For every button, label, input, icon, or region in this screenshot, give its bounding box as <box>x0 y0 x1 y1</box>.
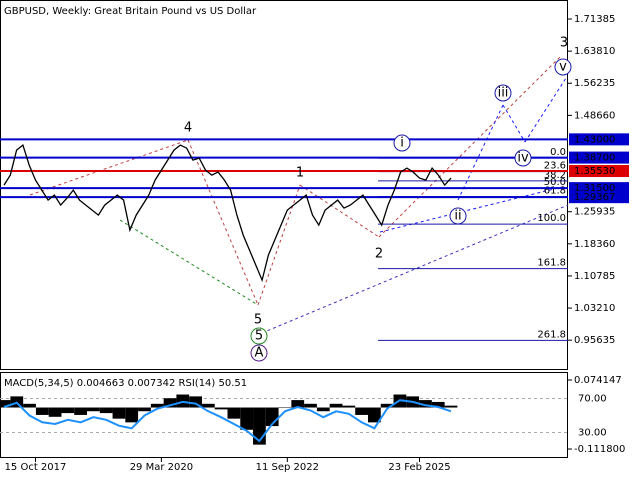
wave-label: 5 <box>254 313 262 328</box>
level-box <box>569 182 629 195</box>
fib-label: 100.0 <box>537 213 566 224</box>
wave-circle <box>554 58 572 76</box>
macd-bar <box>278 407 292 409</box>
wave-label: 2 <box>375 247 383 262</box>
macd-bar <box>316 407 330 412</box>
y-tick-label: 1.03210 <box>574 303 615 314</box>
macd-bar <box>227 407 241 419</box>
y-tick-label: 1.18360 <box>574 239 615 250</box>
macd-bar <box>201 403 215 408</box>
level-box <box>569 165 629 178</box>
wave-circle <box>250 327 268 345</box>
level-label: 1.38700 <box>574 153 615 164</box>
fib-label: 161.8 <box>537 258 566 269</box>
wave-line <box>502 104 526 143</box>
wave-label: 1 <box>296 166 304 181</box>
macd-bar <box>431 401 445 408</box>
macd-bar <box>125 407 139 423</box>
indicator-title: MACD(5,34,5) 0.004663 0.007342 RSI(14) 5… <box>4 378 247 389</box>
wave-line <box>378 54 563 238</box>
wave-line <box>299 184 380 238</box>
macd-bar <box>444 405 458 408</box>
fib-label: 23.6 <box>544 161 566 172</box>
macd-bar <box>112 407 126 419</box>
wave-label: A <box>255 346 264 361</box>
macd-bar <box>355 407 368 415</box>
wave-circle <box>514 149 532 167</box>
wave-label: ii <box>454 209 461 224</box>
price-line <box>3 144 452 283</box>
wave-circle <box>393 134 411 152</box>
macd-bar <box>61 407 75 414</box>
wave-label: 3 <box>560 36 568 51</box>
macd-bar <box>380 403 394 408</box>
macd-bar <box>253 407 266 445</box>
wave-label: iii <box>498 86 509 101</box>
y2-tick-label: 30.00 <box>578 428 607 439</box>
fib-label: 38.2 <box>544 170 566 181</box>
macd-bar <box>138 407 151 412</box>
macd-bar <box>35 407 49 415</box>
level-box <box>569 191 629 204</box>
wave-label: v <box>559 60 567 75</box>
macd-bar <box>329 403 343 408</box>
wave-circle <box>449 207 467 225</box>
macd-bar <box>291 400 305 408</box>
x-tick-label: 11 Sep 2022 <box>256 462 319 473</box>
fib-label: 261.8 <box>537 329 566 340</box>
y-tick-label: -0.111800 <box>574 444 625 455</box>
macd-bar <box>304 403 317 408</box>
wave-line <box>524 77 567 143</box>
rsi-line <box>3 399 452 443</box>
macd-bar <box>150 403 164 408</box>
wave-label: i <box>400 136 404 151</box>
macd-bar <box>189 396 202 408</box>
macd-bar <box>23 403 36 408</box>
macd-bar <box>99 407 113 414</box>
indicator-panel <box>0 372 568 458</box>
wave-line <box>29 139 189 196</box>
wave-circle <box>250 344 268 362</box>
main-panel <box>0 0 568 370</box>
fib-label: 0.0 <box>550 147 566 158</box>
x-tick-label: 29 Mar 2020 <box>130 462 193 473</box>
x-tick-label: 15 Oct 2017 <box>5 462 67 473</box>
y2-tick-label: 70.00 <box>578 394 607 405</box>
wave-label: 5 <box>255 329 263 344</box>
macd-bar <box>419 400 432 408</box>
macd-bar <box>214 407 228 410</box>
macd-bar <box>0 400 11 408</box>
wave-label: 4 <box>184 121 192 136</box>
y-tick-label: 1.63810 <box>574 46 615 57</box>
x-tick-label: 23 Feb 2025 <box>388 462 450 473</box>
level-label: 1.29367 <box>574 192 615 203</box>
wave-circle <box>494 84 512 102</box>
macd-bar <box>74 407 88 415</box>
macd-bar <box>367 407 381 423</box>
macd-bar <box>163 398 177 408</box>
y-tick-label: 1.71385 <box>574 14 615 25</box>
level-box <box>569 151 629 164</box>
y-tick-label: 1.48660 <box>574 110 615 121</box>
macd-bar <box>240 407 254 430</box>
macd-bar <box>48 407 62 417</box>
y-tick-label: 0.074147 <box>574 375 622 386</box>
fib-label: 50.0 <box>544 177 566 188</box>
level-label: 1.31500 <box>574 183 615 194</box>
level-label: 1.43000 <box>574 134 615 145</box>
macd-bar <box>87 407 100 412</box>
y-tick-label: 1.25935 <box>574 207 615 218</box>
wave-label: iv <box>517 151 529 166</box>
macd-bar <box>342 405 356 408</box>
y-tick-label: 1.10785 <box>574 271 615 282</box>
level-box <box>569 133 629 146</box>
y-tick-label: 1.56235 <box>574 78 615 89</box>
level-label: 1.35530 <box>574 166 615 177</box>
y-tick-label: 0.95635 <box>574 335 615 346</box>
fib-label: 61.8 <box>544 186 566 197</box>
wave-line <box>261 204 569 334</box>
chart-title: GBPUSD, Weekly: Great Britain Pound vs U… <box>4 6 257 17</box>
